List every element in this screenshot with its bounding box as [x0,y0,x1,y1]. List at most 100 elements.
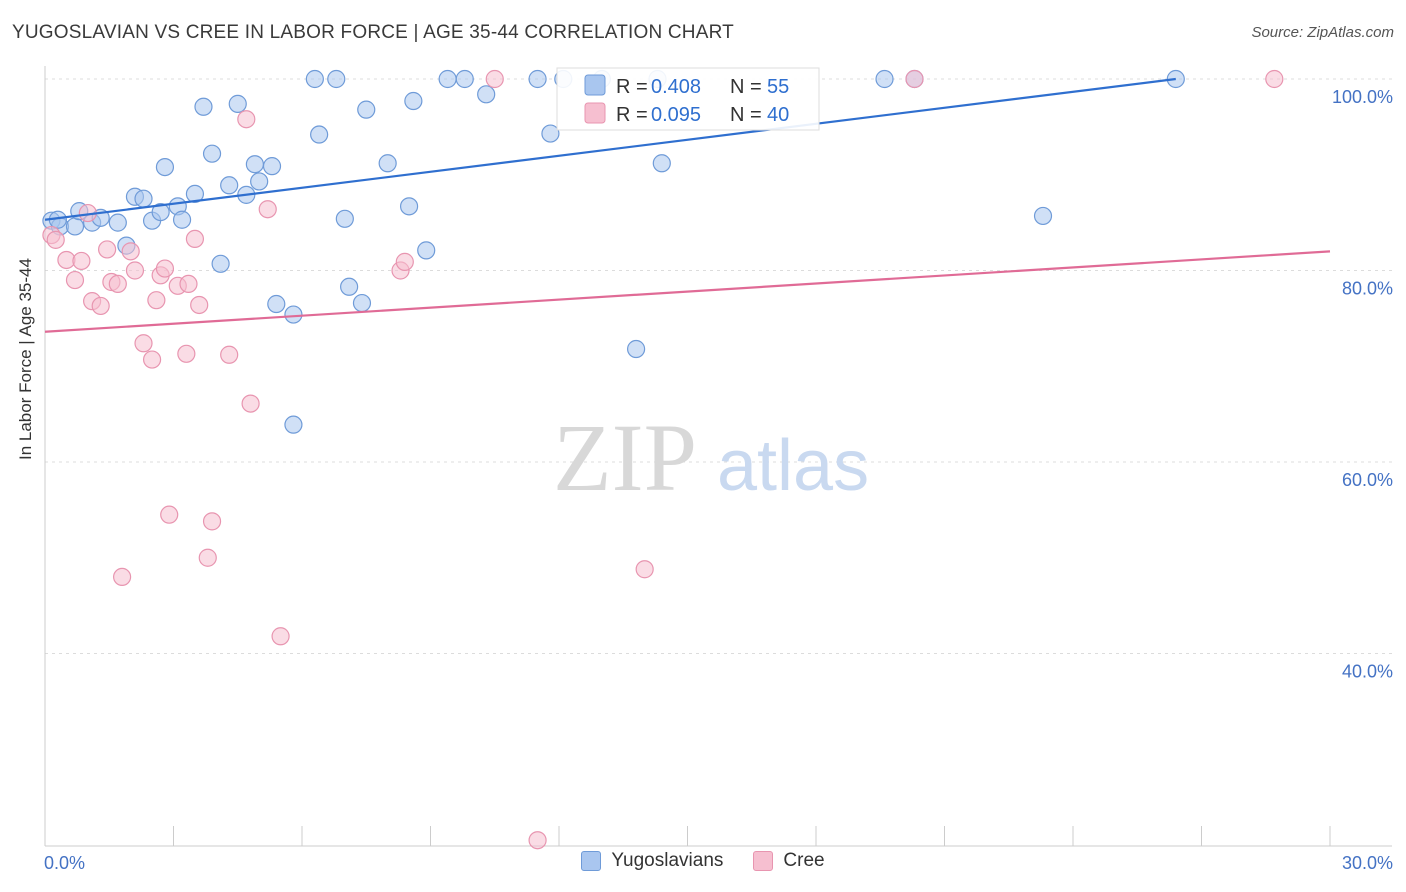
legend-swatch-cree [753,851,774,871]
watermark-atlas: atlas [717,426,869,506]
yugoslavians-point-43 [528,69,547,89]
legend-swatch-yugoslavians [581,851,602,871]
yugoslavians-point-7 [108,213,127,232]
cree-point-7 [91,296,110,316]
yugoslavians-point-42 [477,85,496,104]
source-label: Source: ZipAtlas.com [1251,24,1394,41]
yugoslavians-point-48 [626,339,646,359]
stats-box: R = 0.408 N = 55 R = 0.095 N = 40 [556,67,820,131]
tick-labels: 100.0% 80.0% 60.0% 40.0% 0.0% 30.0% [44,87,1393,873]
cree-point-28 [237,110,256,129]
cree-point-21 [177,344,196,363]
cree-point-13 [125,261,145,280]
stats-swatch-yugoslavians [584,74,606,96]
yugoslavians-point-18 [202,144,222,163]
legend-item-yugoslavians[interactable]: Yugoslavians [581,850,723,872]
x-tick-label-0: 0.0% [44,853,85,873]
stats-r-value-yugoslavians: 0.408 [651,76,701,98]
cree-point-10 [108,274,127,294]
y-tick-label-1: 80.0% [1342,279,1393,299]
yugoslavians-point-29 [305,69,324,89]
yugoslavians-point-37 [399,197,419,216]
yugoslavians-point-32 [335,209,354,228]
yugoslavians-point-26 [267,294,286,314]
cree-point-24 [190,295,209,315]
y-tick-label-2: 60.0% [1342,470,1393,490]
stats-n-value-cree: 40 [767,104,789,126]
axes [44,66,1392,847]
legend-label-cree: Cree [783,850,825,871]
yugoslavians-point-17 [194,97,213,116]
yugoslavians-point-50 [875,69,894,89]
cree-point-35 [528,831,547,850]
cree-point-16 [147,291,166,310]
yugoslavians-point-41 [455,69,474,89]
cree-point-38 [1265,69,1284,89]
yugoslavians-point-34 [352,293,372,313]
yugoslavians-point-13 [155,157,175,177]
cree-point-4 [72,251,91,271]
yugoslavians-point-39 [417,241,436,260]
y-tick-label-3: 40.0% [1342,662,1393,682]
x-tick-label-1: 30.0% [1342,853,1393,873]
legend: Yugoslavians Cree [0,850,1406,872]
cree-point-36 [635,560,654,579]
yugoslavians-point-44 [541,124,560,143]
yugoslavians-point-35 [357,100,376,119]
yugoslavians-point-12 [151,202,170,222]
cree-point-1 [46,230,65,249]
cree-point-26 [202,512,222,531]
trend-line-cree [44,250,1331,333]
yugoslavians-point-20 [220,176,239,195]
stats-n-value-yugoslavians: 55 [767,76,789,98]
cree-point-27 [220,345,239,364]
stats-r-label-cree: R = [616,104,648,126]
yugoslavians-point-49 [652,154,671,173]
yugoslavians-point-25 [262,157,282,176]
cree-point-37 [905,69,924,89]
yugoslavians-point-24 [250,172,269,191]
yugoslavians-point-27 [284,305,303,324]
stats-n-label-yugoslavians: N = [730,76,762,98]
cree-point-25 [198,548,217,567]
cree-point-11 [112,567,132,587]
cree-point-19 [160,505,179,524]
cree-point-14 [134,334,153,353]
cree-point-33 [395,252,414,271]
cree-point-30 [258,200,277,219]
watermark: ZIP atlas [553,404,869,511]
yugoslavians-point-3 [65,217,85,236]
yugoslavians-point-40 [438,69,457,89]
yugoslavians-point-38 [404,91,423,111]
trend-lines [44,77,1331,333]
yugoslavians-point-36 [378,154,397,173]
series-cree-points [42,69,1284,850]
cree-point-23 [185,229,205,249]
cree-point-3 [65,270,85,290]
yugoslavians-point-16 [185,184,205,203]
stats-swatch-cree [584,102,606,124]
legend-label-yugoslavians: Yugoslavians [611,850,724,871]
cree-point-22 [179,274,198,294]
chart-title: YUGOSLAVIAN VS CREE IN LABOR FORCE | AGE… [12,22,734,43]
cree-point-18 [155,259,175,278]
trend-line-yugoslavians [44,77,1176,221]
yugoslavians-point-10 [134,189,153,208]
legend-item-cree[interactable]: Cree [753,850,825,872]
cree-point-12 [121,242,140,261]
yugoslavians-point-23 [245,155,264,174]
series-yugoslavians-points [42,69,1185,434]
cree-point-15 [142,350,162,369]
y-tick-label-0: 100.0% [1332,87,1393,107]
cree-point-34 [485,69,504,89]
stats-n-label-cree: N = [730,104,762,126]
yugoslavians-point-30 [310,125,329,144]
yugoslavians-point-19 [211,254,230,273]
watermark-zip: ZIP [553,404,697,511]
yugoslavians-point-15 [172,210,192,229]
yugoslavians-point-31 [327,69,346,89]
yugoslavians-point-52 [1033,206,1053,226]
stats-r-label-yugoslavians: R = [616,76,648,98]
stats-r-value-cree: 0.095 [651,104,701,126]
